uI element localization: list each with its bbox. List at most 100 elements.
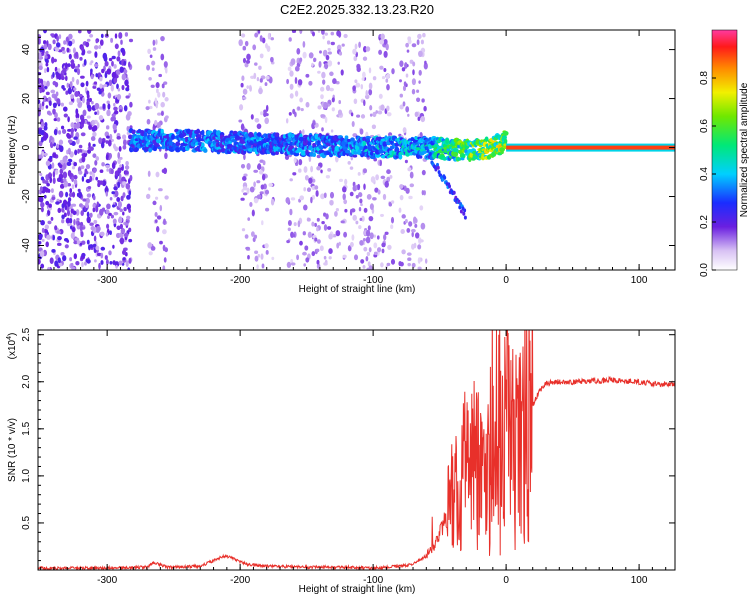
spectrogram-cell-708: [38, 65, 43, 71]
spectrogram-cell-1328: [389, 174, 393, 179]
spectrogram-cell-1339: [365, 256, 369, 262]
spectrogram-cell-1555: [401, 67, 406, 72]
spectrogram-cell-697: [69, 81, 73, 88]
spectrogram-cell-453: [48, 203, 52, 208]
spectrogram-cell-979: [265, 43, 268, 49]
spectrogram-cell-940: [253, 169, 259, 173]
spectrogram-cell-794: [128, 238, 133, 243]
spectrogram-cell-657: [89, 244, 94, 249]
carrier-core: [506, 145, 675, 150]
spectrogram-cell-912: [161, 83, 165, 89]
spectrogram-cell-386: [96, 122, 100, 129]
spectrogram-cell-358: [74, 65, 79, 70]
spectrogram-cell-4: [69, 151, 74, 158]
spectrogram-cell-868: [147, 48, 151, 55]
spectrogram-cell-741: [52, 152, 57, 158]
spectrogram-cell-1067: [337, 61, 340, 65]
spectrogram-cell-623: [40, 263, 45, 269]
spectrogram-cell-1156: [286, 240, 290, 244]
spectrogram-cell-1095: [299, 30, 303, 34]
spectrogram-cell-731: [99, 231, 105, 237]
spectrogram-cell-1560: [400, 228, 405, 235]
spectrogram-cell-1521: [405, 187, 410, 194]
spectrogram-cell-470: [103, 55, 108, 62]
spectrogram-cell-1011: [270, 198, 275, 206]
spectrogram-cell-1464: [386, 73, 391, 78]
spectrogram-cell-250: [94, 111, 98, 115]
spectrogram-cell-795: [55, 71, 59, 76]
spectrogram-cell-674: [60, 75, 65, 81]
spectrogram-cell-655: [54, 81, 59, 88]
spectrogram-cell-1545: [399, 79, 402, 83]
spectrogram-cell-481: [78, 170, 83, 175]
spectrogram-cell-616: [77, 102, 83, 108]
spectrogram-cell-195: [43, 125, 48, 131]
spectrogram-cell-457: [77, 188, 81, 193]
spectrogram-cell-375: [45, 91, 50, 96]
spectrogram-cell-653: [64, 244, 69, 249]
spectrogram-cell-742: [40, 121, 45, 127]
spectrogram-cell-833: [51, 196, 56, 201]
spectrogram-cell-666: [86, 239, 90, 245]
spectrogram-cell-1195: [316, 227, 319, 232]
spectrogram-cell-1409: [380, 213, 384, 217]
spectrogram-cell-437: [51, 248, 56, 253]
spectrogram-cell-1478: [399, 93, 404, 98]
spectrogram-cell-1203: [313, 57, 317, 63]
spectrogram-cell-629: [94, 102, 100, 110]
spectrogram-cell-737: [128, 61, 131, 68]
spectrogram-cell-72: [73, 218, 76, 226]
spectrogram-cell-1505: [411, 228, 416, 233]
spectrogram-cell-744: [84, 150, 88, 154]
spectrogram-cell-1147: [327, 226, 332, 230]
spectrogram-cell-814: [55, 201, 60, 205]
snr-y-label: SNR (10 * v/v): [7, 418, 18, 482]
spectrogram-cell-889: [146, 193, 151, 200]
spectrogram-cell-604: [62, 156, 67, 163]
spectrogram-cell-1429: [349, 191, 354, 197]
spectrogram-cell-1294: [343, 231, 348, 238]
spectrogram-cell-719: [42, 134, 48, 141]
snr-y-tick-label-2: 1.5: [21, 421, 32, 435]
spectrogram-cell-901: [154, 119, 158, 126]
spectrogram-cell-269: [69, 257, 73, 262]
spectrogram-cell-125: [89, 222, 94, 226]
spectrogram-cell-839: [105, 191, 109, 197]
spectrogram-cell-734: [61, 214, 65, 220]
spectrogram-cell-1346: [360, 203, 363, 207]
spectrogram-cell-344: [125, 260, 129, 267]
spectrogram-cell-1577: [407, 167, 412, 172]
spectrogram-cell-393: [50, 33, 55, 37]
spectrogram-cell-1415: [362, 264, 366, 269]
spectrogram-cell-1529: [406, 227, 411, 233]
spectrogram-cell-1366: [372, 111, 377, 118]
spectrogram-cell-2392: [369, 151, 374, 156]
spectrogram-cell-1481: [409, 183, 415, 188]
spectrogram-cell-1497: [398, 261, 402, 267]
spectrogram-cell-682: [89, 212, 93, 218]
spectrogram-cell-960: [265, 104, 269, 112]
spectrogram-cell-1150: [319, 50, 322, 54]
spectrogram-cell-1727: [171, 133, 175, 140]
spectrogram-cell-1113: [328, 248, 333, 255]
spectrogram-cell-1325: [390, 200, 395, 204]
spectrogram-cell-316: [123, 105, 128, 112]
spectrogram-cell-711: [87, 121, 91, 125]
spectrogram-cell-715: [115, 69, 121, 75]
spectrogram-cell-2836: [502, 134, 507, 141]
spectrogram-cell-398: [68, 101, 74, 106]
spectrogram-cell-897: [159, 240, 163, 245]
spectrogram-cell-603: [99, 208, 104, 216]
spectrogram-cell-567: [84, 168, 88, 174]
spectrogram-cell-1047: [259, 53, 264, 59]
spectrogram-cell-570: [92, 203, 96, 208]
spectrogram-cell-463: [76, 97, 80, 104]
spectrogram-cell-460: [81, 262, 84, 268]
spectrogram-cell-1359: [369, 113, 373, 117]
spectrogram-cell-910: [160, 101, 165, 108]
spectrogram-cell-1528: [401, 249, 406, 255]
spectrogram-cell-665: [57, 235, 62, 241]
spectrogram-cell-1001: [253, 181, 256, 188]
spectrogram-cell-684: [113, 110, 119, 115]
spectrogram-cell-448: [43, 43, 48, 50]
